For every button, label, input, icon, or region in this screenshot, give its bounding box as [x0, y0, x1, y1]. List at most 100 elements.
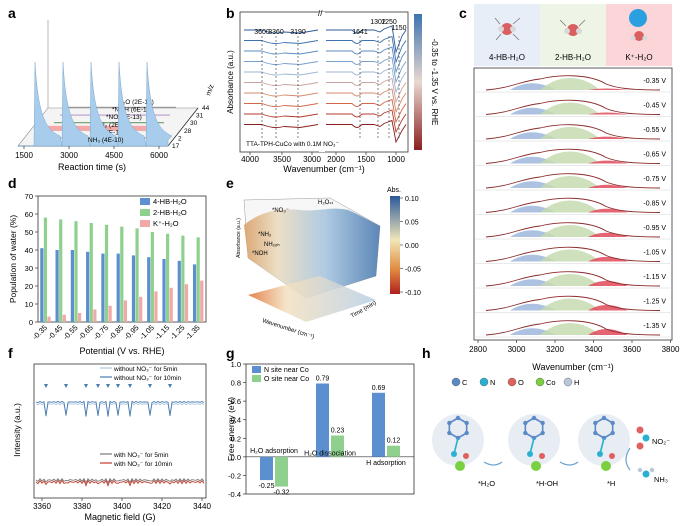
panel-a-xtick-label: 3000 — [60, 151, 78, 160]
panel-d-water-population: 0 10 20 30 40 50 60 70 -0.35-0.45-0.55-0.65-0.7… — [8, 192, 207, 356]
panel-b-peak-label: 3190 — [290, 29, 306, 36]
panel-d-bar — [135, 228, 139, 322]
panel-a-mz-value: 17 — [172, 143, 180, 150]
panel-c-potential-label: -0.85 V — [643, 201, 666, 208]
panel-letter-b: b — [226, 5, 235, 21]
panel-h-nitrogen-atom — [597, 451, 603, 457]
panel-d-xtick-label: -1.15 — [153, 323, 171, 341]
panel-g-ytick-label: 0.0 — [231, 453, 241, 462]
panel-c-potential-label: -0.35 V — [643, 78, 666, 85]
panel-c-xtick-label: 3600 — [623, 345, 641, 354]
panel-c-potential-label: -1.25 V — [643, 299, 666, 306]
panel-letter-h: h — [422, 345, 431, 361]
panel-a-species-label: NH₃ (4E-10) — [88, 137, 124, 144]
panel-h-oxygen-atom — [463, 453, 469, 459]
panel-f-peak-marker — [96, 384, 100, 388]
panel-c-peak-k — [588, 160, 628, 164]
panel-d-xtick-label: -0.65 — [76, 323, 94, 341]
panel-b-xtick-label: 1000 — [387, 155, 405, 164]
panel-d-bar — [177, 260, 181, 322]
panel-d-bar — [147, 257, 151, 322]
panel-f-peak-marker — [106, 384, 110, 388]
panel-c-potential-label: -0.65 V — [643, 152, 666, 159]
panel-d-bar — [74, 221, 78, 322]
water-4hb-icon — [494, 17, 521, 41]
panel-f-peak-marker — [128, 384, 132, 388]
panel-d-bar — [108, 305, 112, 322]
panel-d-bar — [166, 233, 170, 322]
panel-d-legend-label: K⁺-H₂O — [153, 219, 179, 228]
panel-f-peak-marker — [84, 384, 88, 388]
panel-g-legend-label: O site near Co — [264, 376, 309, 383]
panel-e-label-noh: *NOH — [252, 251, 268, 257]
panel-e-label-nh2: *NH₂ — [258, 232, 272, 238]
panel-h-carbon-atom — [523, 430, 528, 436]
panel-b-peak-label: 1302 — [370, 19, 386, 26]
panel-f-frame — [33, 363, 207, 499]
panel-c-peak-2hb — [540, 225, 600, 237]
panel-letter-c: c — [459, 5, 467, 21]
panel-d-bar — [104, 224, 109, 322]
panel-d-legend-label: 4-HB-H₂O — [153, 197, 187, 206]
panel-g-ytick-label: 0.4 — [231, 416, 241, 425]
water-k-icon — [629, 9, 648, 41]
panel-d-bar — [55, 250, 59, 322]
panel-a-xtick-label: 4500 — [105, 151, 123, 160]
panel-d-ytick-label: 10 — [25, 300, 33, 309]
panel-d-xtick-label: -1.35 — [183, 323, 201, 341]
panel-d-ytick-label: 20 — [25, 282, 33, 291]
panel-b-spectrum — [244, 56, 407, 84]
panel-c-envelope — [485, 148, 661, 164]
panel-d-bar — [77, 313, 82, 322]
panel-a-mz-value: 2 — [178, 135, 182, 142]
panel-f-trace — [35, 400, 205, 417]
panel-a-mz-title: m/z — [205, 83, 216, 96]
panel-d-bar — [139, 296, 143, 322]
panel-c-envelope — [485, 197, 661, 213]
panel-d-ytick-label: 60 — [25, 210, 33, 219]
panel-c-legend-4hb-label: 4-HB-H₂O — [489, 53, 525, 62]
panel-h-nitrogen-atom — [451, 451, 457, 457]
panel-d-xtick-label: -0.85 — [107, 323, 125, 341]
panel-b-axis-break — [319, 12, 325, 152]
panel-b-note: TTA-TPH-CuCo with 0.1M NO₃⁻ — [246, 141, 340, 148]
panel-d-bar — [40, 248, 44, 322]
panel-h-step-h: *H — [607, 479, 615, 488]
panel-g-category-label: H₂O adsorption — [250, 448, 298, 455]
panel-g-legend-swatch — [252, 366, 261, 373]
panel-f-xlabel: Magnetic field (G) — [84, 512, 155, 522]
panel-d-bar — [70, 250, 74, 322]
panel-c-peak-2hb — [540, 102, 600, 115]
panel-h-carbon-atom — [464, 430, 469, 436]
panel-d-bar — [43, 217, 48, 322]
panel-d-ytick-label: 40 — [25, 246, 33, 255]
panel-h-carbon-atom — [447, 430, 452, 436]
panel-d-bar — [120, 226, 124, 322]
panel-d-xtick-label: -0.75 — [92, 323, 110, 341]
panel-f-legend-label: with NO₃⁻ for 10min — [113, 461, 172, 468]
panel-a-trace — [60, 114, 170, 116]
panel-e-ctick-label: 0.10 — [405, 196, 419, 203]
panel-h-arrow — [559, 461, 579, 466]
panel-c-peak-k — [588, 329, 628, 335]
panel-c-peak-2hb — [540, 176, 600, 188]
panel-h-carbon-atom — [455, 415, 461, 421]
panel-h-legend-atom — [535, 377, 545, 387]
panel-f-legend-label: with NO₃⁻ for 5min — [113, 452, 169, 459]
panel-h-carbon-atom — [447, 420, 452, 426]
panel-c-peak-k — [588, 256, 628, 262]
panel-h-no2-oxygen — [636, 426, 644, 434]
panel-c-xtick-label: 3800 — [662, 345, 680, 354]
panel-d-bar — [59, 219, 63, 322]
panel-c-envelope — [485, 271, 661, 287]
panel-a-species-label: *NOH (6E-13) — [112, 107, 152, 114]
panel-b-colorbar-label: -0.35 to -1.35 V vs. RHE — [430, 39, 439, 126]
panel-c-peak-k — [588, 136, 628, 139]
panel-a-xtick-label: 6000 — [150, 151, 168, 160]
panel-c-xtick-label: 3200 — [546, 345, 564, 354]
panel-h-carbon-atom — [540, 420, 545, 426]
panel-f-legend-label: without NO₃⁻ for 5min — [113, 366, 178, 373]
panel-h-carbon-atom — [610, 430, 615, 436]
panel-h-cobalt-atom — [531, 461, 541, 471]
panel-d-xtick-label: -1.25 — [168, 323, 186, 341]
